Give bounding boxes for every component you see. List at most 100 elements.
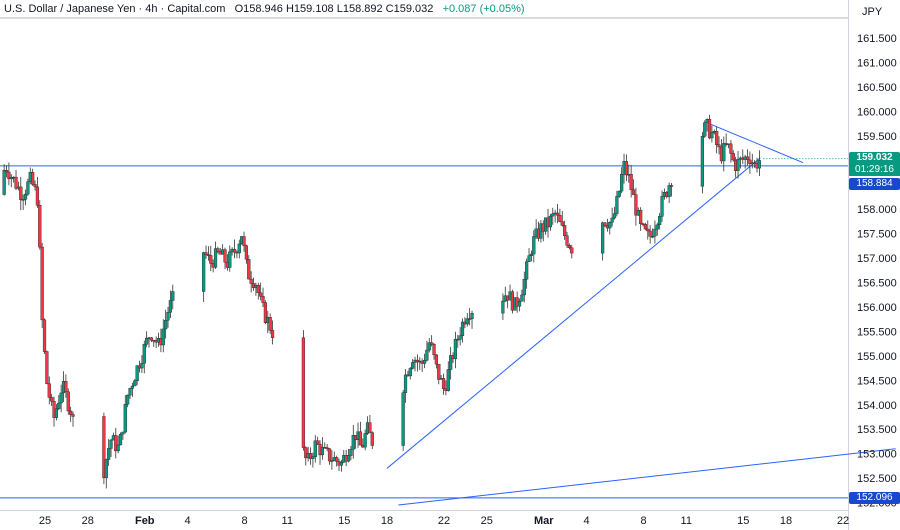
candle-body — [123, 404, 127, 433]
candle — [729, 140, 733, 163]
candle — [54, 404, 58, 421]
candle-body — [268, 317, 272, 331]
x-tick-label: 15 — [338, 515, 350, 527]
candle-body — [430, 342, 434, 345]
candle — [532, 230, 536, 263]
candle-body — [715, 131, 719, 145]
last-price-value: 159.032 — [856, 152, 893, 163]
candle-body — [667, 185, 671, 197]
candle — [66, 388, 70, 415]
y-tick-label: 156.500 — [857, 278, 897, 290]
candle — [268, 313, 272, 334]
y-tick-label: 159.500 — [857, 131, 897, 143]
candle — [715, 126, 719, 154]
candle — [432, 343, 436, 360]
candle — [703, 120, 707, 138]
candle-body — [247, 259, 251, 280]
candle — [612, 206, 617, 220]
candle — [646, 220, 650, 240]
candle — [247, 255, 251, 280]
candle — [118, 432, 123, 446]
candle — [403, 369, 408, 403]
candle-body — [40, 246, 44, 321]
candle-body — [116, 444, 120, 452]
candle-body — [102, 416, 106, 479]
interval-label[interactable]: 4h — [145, 3, 158, 15]
candle — [142, 340, 146, 374]
x-tick-label: 28 — [82, 515, 94, 527]
candle — [259, 282, 263, 301]
candle — [351, 424, 355, 459]
trendline[interactable] — [398, 448, 896, 506]
candle-body — [648, 230, 652, 237]
instrument-name[interactable]: U.S. Dollar / Japanese Yen — [4, 3, 136, 15]
candle — [527, 248, 531, 262]
candle — [658, 212, 662, 230]
candle-body — [717, 144, 721, 148]
candle-body — [311, 456, 315, 459]
candle — [425, 340, 429, 362]
candle-body — [114, 435, 118, 452]
candle-body — [620, 174, 624, 192]
candle-body — [615, 196, 619, 214]
trendline[interactable] — [708, 123, 804, 164]
candle-body — [729, 143, 733, 154]
candle — [7, 162, 11, 186]
candle — [121, 431, 125, 440]
candle-body — [465, 318, 469, 325]
candle — [313, 435, 317, 463]
candle-body — [320, 446, 324, 456]
candle-body — [128, 388, 132, 396]
candle-body — [427, 342, 431, 351]
candle — [525, 258, 529, 289]
candle-body — [432, 344, 436, 356]
candle — [26, 178, 30, 196]
candle — [216, 246, 220, 254]
candle-body — [411, 362, 415, 369]
candle-body — [346, 455, 351, 462]
candle — [441, 373, 446, 395]
candle — [204, 245, 208, 259]
y-tick-label: 161.000 — [857, 57, 897, 69]
x-tick-label: 25 — [481, 515, 493, 527]
candle — [617, 190, 621, 198]
candle — [123, 395, 127, 434]
candle-body — [223, 249, 227, 263]
candle-body — [460, 321, 465, 336]
trendline[interactable] — [386, 157, 761, 469]
candle — [427, 338, 431, 353]
candle — [522, 271, 526, 303]
candle-body — [21, 199, 25, 201]
candle-body — [69, 410, 73, 415]
candle — [560, 211, 564, 227]
candle-body — [33, 184, 37, 188]
candle — [128, 387, 132, 399]
candle — [349, 446, 353, 461]
candle — [166, 306, 170, 328]
candle-body — [261, 296, 265, 303]
candle — [261, 287, 265, 308]
candle-body — [736, 159, 740, 171]
candle — [710, 125, 714, 143]
candle-body — [270, 330, 275, 338]
currency-label[interactable]: JPY — [862, 6, 883, 18]
candle — [370, 431, 374, 450]
candle-body — [2, 169, 6, 195]
y-tick-label: 155.500 — [857, 326, 897, 338]
candle-body — [166, 311, 170, 321]
candle — [40, 242, 44, 329]
candle-body — [603, 222, 607, 226]
candle — [555, 204, 560, 224]
candle — [669, 183, 674, 197]
candle — [164, 309, 168, 339]
y-tick-label: 160.000 — [857, 106, 897, 118]
candle — [320, 437, 324, 460]
y-tick-label: 153.500 — [857, 424, 897, 436]
chart-header: U.S. Dollar / Japanese Yen · 4h · Capita… — [4, 3, 525, 15]
bar-countdown: 01:29:16 — [855, 164, 894, 175]
candle-body — [204, 252, 208, 255]
candle — [47, 376, 51, 405]
candle-body — [470, 312, 474, 319]
candle-body — [558, 214, 562, 222]
